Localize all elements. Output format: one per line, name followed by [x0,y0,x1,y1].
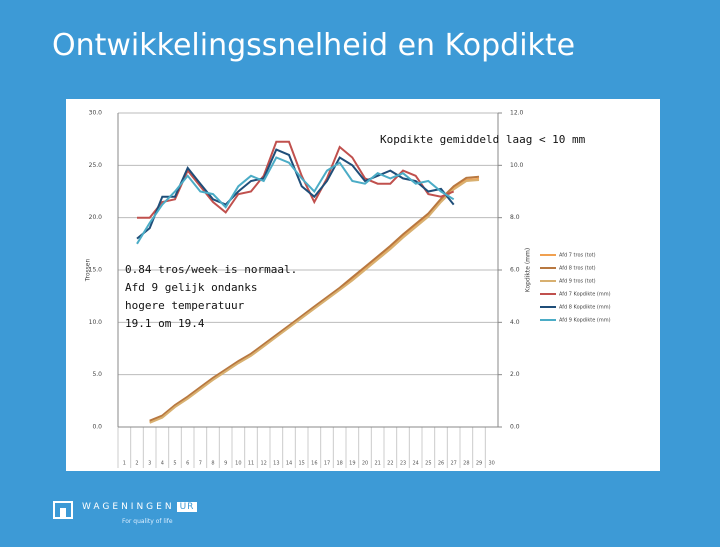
x-tick-label: 5 [173,461,176,467]
logo-text: WAGENINGEN [82,502,175,512]
x-tick-label: 14 [286,461,292,467]
y2-tick-label: 6.0 [510,267,520,274]
annotation: 0.84 tros/week is normaal. [125,263,297,276]
legend-label: Afd 7 Kopdikte (mm) [559,292,611,298]
x-tick-label: 16 [311,461,317,467]
annotation: 19.1 om 19.4 [125,317,205,330]
y2-tick-label: 12.0 [510,110,524,117]
x-tick-label: 25 [425,461,431,467]
x-tick-label: 10 [235,461,241,467]
series-line [137,140,455,219]
legend-label: Afd 7 tros (tot) [559,253,596,259]
y-tick-label: 10.0 [89,319,103,326]
x-tick-label: 11 [248,461,254,467]
y-tick-label: 5.0 [92,371,102,378]
x-tick-label: 26 [438,461,444,467]
x-tick-label: 17 [324,461,330,467]
y2-axis-label: Kopdikte (mm) [525,248,532,292]
y-tick-label: 20.0 [89,214,103,221]
logo: WAGENINGEN UR [82,502,198,512]
x-tick-label: 1 [123,461,126,467]
x-tick-label: 13 [273,461,279,467]
logo-icon [53,501,73,519]
y2-tick-label: 8.0 [510,214,520,221]
series-line [136,156,455,245]
x-tick-label: 15 [298,461,304,467]
y2-tick-label: 2.0 [510,371,520,378]
y-tick-label: 0.0 [92,424,102,431]
x-tick-label: 22 [387,461,393,467]
y-axis-label: Trossen [85,259,92,283]
y-tick-label: 25.0 [89,162,103,169]
x-tick-label: 2 [135,461,138,467]
y2-tick-label: 10.0 [510,162,524,169]
series-line [149,179,480,424]
x-tick-label: 27 [450,461,456,467]
annotation: Afd 9 gelijk ondanks [125,281,257,294]
x-tick-label: 12 [260,461,266,467]
x-tick-label: 9 [224,461,227,467]
x-tick-label: 4 [161,461,164,467]
legend-label: Afd 9 tros (tot) [559,279,596,285]
x-tick-label: 28 [463,461,469,467]
x-tick-label: 29 [476,461,482,467]
x-tick-label: 6 [186,461,189,467]
slide-title: Ontwikkelingssnelheid en Kopdikte [52,28,576,63]
annotation: hogere temperatuur [125,299,245,312]
series-line [149,175,480,422]
x-tick-label: 8 [211,461,214,467]
logo-badge: UR [176,502,198,512]
x-tick-label: 20 [362,461,368,467]
x-tick-label: 21 [374,461,380,467]
x-tick-label: 18 [336,461,342,467]
legend-label: Afd 9 Kopdikte (mm) [559,318,611,324]
legend-label: Afd 8 tros (tot) [559,266,596,272]
x-tick-label: 30 [488,461,494,467]
tagline: For quality of life [122,518,173,525]
x-tick-label: 3 [148,461,151,467]
y2-tick-label: 4.0 [510,319,520,326]
y-tick-label: 30.0 [89,110,103,117]
x-tick-label: 24 [412,461,418,467]
x-tick-label: 7 [199,461,202,467]
annotation: Kopdikte gemiddeld laag < 10 mm [380,133,586,146]
x-tick-label: 19 [349,461,355,467]
y-tick-label: 15.0 [89,267,103,274]
legend-label: Afd 8 Kopdikte (mm) [559,305,611,311]
x-tick-label: 23 [400,461,406,467]
y2-tick-label: 0.0 [510,424,520,431]
chart-panel [66,99,660,471]
